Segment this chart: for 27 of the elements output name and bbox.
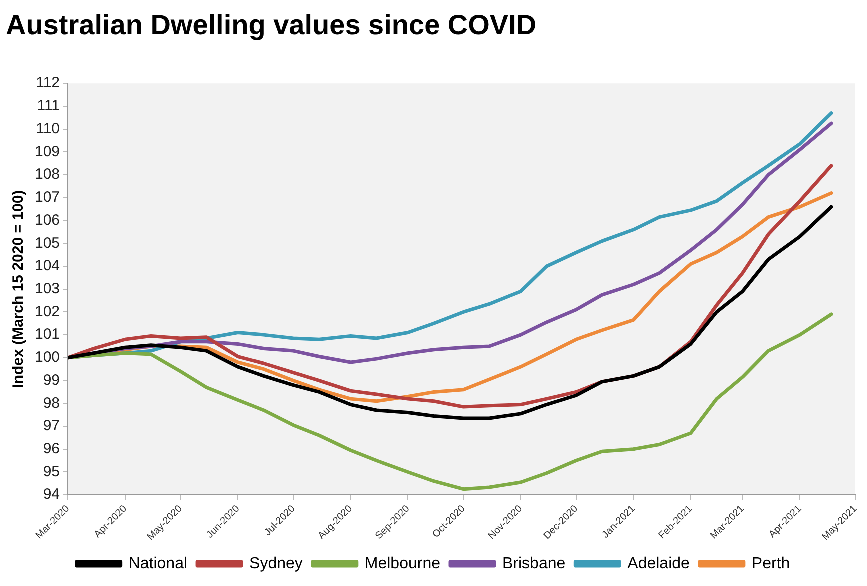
y-tick-label: 97 xyxy=(43,418,60,435)
y-tick-label: 94 xyxy=(43,486,60,504)
y-tick-label: 111 xyxy=(37,98,60,115)
y-tick-label: 108 xyxy=(34,166,60,184)
y-tick-label: 96 xyxy=(43,440,60,458)
legend-label: Perth xyxy=(752,555,790,572)
y-tick-label: 104 xyxy=(34,258,60,275)
y-tick-label: 102 xyxy=(34,303,60,320)
y-tick-label: 109 xyxy=(34,143,60,160)
legend-label: Brisbane xyxy=(502,555,566,572)
legend-label: Adelaide xyxy=(628,555,690,572)
y-tick-label: 106 xyxy=(34,212,60,229)
y-tick-label: 110 xyxy=(36,120,60,138)
y-tick-label: 95 xyxy=(43,463,60,480)
chart-title: Australian Dwelling values since COVID xyxy=(6,10,537,41)
y-tick-label: 103 xyxy=(34,280,60,298)
legend-label: National xyxy=(128,555,188,572)
y-tick-label: 112 xyxy=(36,74,60,92)
y-tick-label: 101 xyxy=(34,326,60,344)
y-tick-label: 99 xyxy=(43,372,60,389)
y-tick-label: 105 xyxy=(34,234,60,252)
legend-label: Sydney xyxy=(250,555,303,572)
y-tick-label: 107 xyxy=(34,189,60,206)
y-tick-label: 100 xyxy=(34,349,60,366)
legend-label: Melbourne xyxy=(364,555,441,572)
y-axis-title: Index (March 15 2020 = 100) xyxy=(10,190,28,388)
y-tick-label: 98 xyxy=(43,394,60,412)
